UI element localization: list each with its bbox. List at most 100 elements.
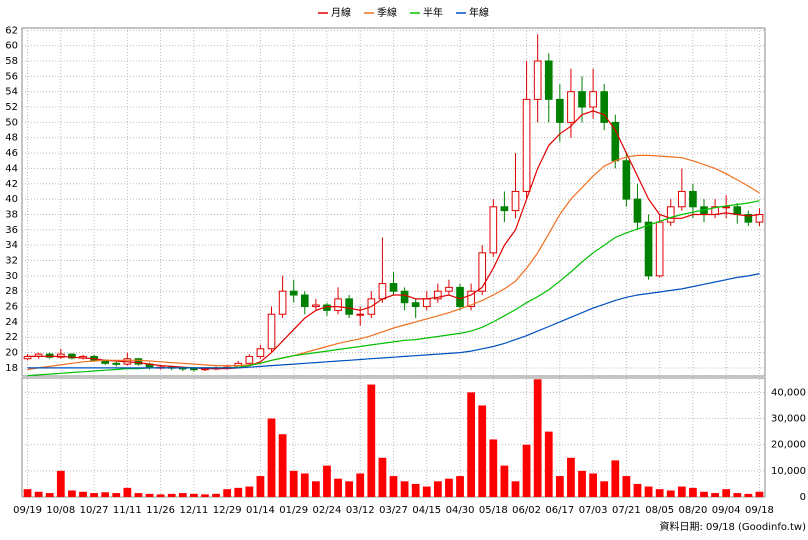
legend: 月線 季線 半年 年線: [318, 6, 489, 19]
candle-body: [655, 221, 664, 277]
volume-bar: [400, 481, 409, 497]
candle-body: [733, 206, 742, 215]
candle-body: [522, 98, 531, 192]
y-tick-label: 18: [5, 363, 18, 374]
candle-body: [278, 290, 287, 315]
candle-body: [334, 298, 342, 311]
volume-bar: [123, 487, 132, 497]
candle-body: [678, 190, 686, 208]
volume-bar: [245, 486, 254, 497]
volume-bar: [489, 439, 498, 497]
candle-body: [666, 206, 675, 223]
candle-body: [56, 353, 65, 358]
x-tick-label: 03/12: [346, 505, 375, 516]
y-tick-label: 22: [5, 332, 18, 343]
y-tick-label: 30: [5, 271, 18, 282]
volume-bar: [289, 470, 298, 497]
candle-body: [411, 302, 420, 308]
ma-line: [27, 110, 760, 370]
volume-bar: [34, 491, 43, 497]
volume-bar: [178, 493, 187, 497]
candle-body: [578, 91, 586, 108]
x-tick-label: 08/05: [645, 505, 674, 516]
candle-body: [400, 290, 409, 304]
candle-body: [345, 298, 353, 315]
volume-bar: [101, 492, 110, 497]
candle-body: [68, 353, 76, 359]
y-tick-label: 44: [5, 163, 18, 174]
candle-body: [744, 213, 753, 223]
candle-body: [389, 283, 398, 292]
volume-bar: [323, 465, 331, 497]
y-tick-label: 42: [5, 179, 18, 190]
volume-bar: [567, 457, 575, 497]
volume-bar: [655, 489, 664, 497]
y2-tick-label: 0: [800, 492, 806, 503]
candle-body: [722, 206, 731, 209]
volume-bar: [422, 486, 431, 497]
y-tick-label: 26: [5, 302, 18, 313]
volume-bar: [145, 493, 154, 497]
y-tick-label: 28: [5, 286, 18, 297]
volume-bar: [134, 493, 143, 497]
legend-label: 半年: [423, 6, 443, 19]
candle-body: [378, 283, 387, 300]
candle-body: [755, 213, 764, 223]
x-tick-label: 05/18: [479, 505, 508, 516]
x-tick-label: 09/18: [745, 505, 774, 516]
volume-bar: [711, 493, 719, 497]
x-tick-label: 03/27: [379, 505, 408, 516]
x-tick-label: 04/15: [412, 505, 441, 516]
y-tick-label: 54: [5, 87, 18, 98]
volume-bar: [411, 483, 420, 497]
volume-bar: [389, 476, 398, 497]
volume-bar: [456, 476, 464, 497]
x-tick-label: 09/04: [712, 505, 741, 516]
volume-bar: [700, 491, 708, 497]
legend-label: 年線: [469, 6, 489, 19]
y2-tick-label: 40,000: [771, 387, 806, 398]
volume-bar: [300, 473, 309, 497]
legend-label: 月線: [331, 6, 351, 19]
candle-body: [633, 198, 642, 223]
volume-bar: [278, 434, 287, 497]
x-tick-label: 04/30: [446, 505, 475, 516]
candle-body: [544, 60, 553, 100]
volume-bar: [600, 481, 609, 497]
volume-bar: [68, 490, 76, 497]
volume-bar: [511, 481, 520, 497]
volume-bar: [212, 493, 220, 497]
y-tick-label: 38: [5, 209, 18, 220]
y-tick-label: 24: [5, 317, 18, 328]
x-tick-label: 11/26: [146, 505, 175, 516]
y-tick-label: 32: [5, 256, 18, 267]
volume-bar: [500, 465, 509, 497]
volume-bar: [744, 493, 753, 497]
volume-bar: [334, 478, 342, 497]
y-tick-label: 34: [5, 240, 18, 251]
volume-bar: [79, 491, 87, 497]
volume-bar: [722, 489, 731, 497]
volume-bar: [644, 486, 653, 497]
y-tick-label: 60: [5, 41, 18, 52]
volume-bar: [201, 494, 209, 497]
y-tick-label: 58: [5, 56, 18, 67]
x-tick-label: 10/08: [46, 505, 75, 516]
volume-bar: [190, 493, 198, 497]
y-tick-label: 46: [5, 148, 18, 159]
candle-body: [500, 206, 509, 212]
volume-bar: [622, 476, 631, 497]
volume-bar: [90, 493, 98, 497]
candle-body: [245, 355, 254, 364]
x-tick-label: 01/14: [246, 505, 275, 516]
candle-body: [478, 252, 487, 292]
volume-bar: [223, 489, 232, 497]
volume-bar: [478, 405, 487, 497]
volume-bar: [555, 476, 564, 497]
source: 資料日期: 09/18 (Goodinfo.tw): [659, 520, 806, 533]
x-tick-label: 08/20: [679, 505, 708, 516]
volume-bar: [666, 490, 675, 497]
candle-body: [689, 190, 697, 208]
candle-body: [190, 368, 198, 371]
